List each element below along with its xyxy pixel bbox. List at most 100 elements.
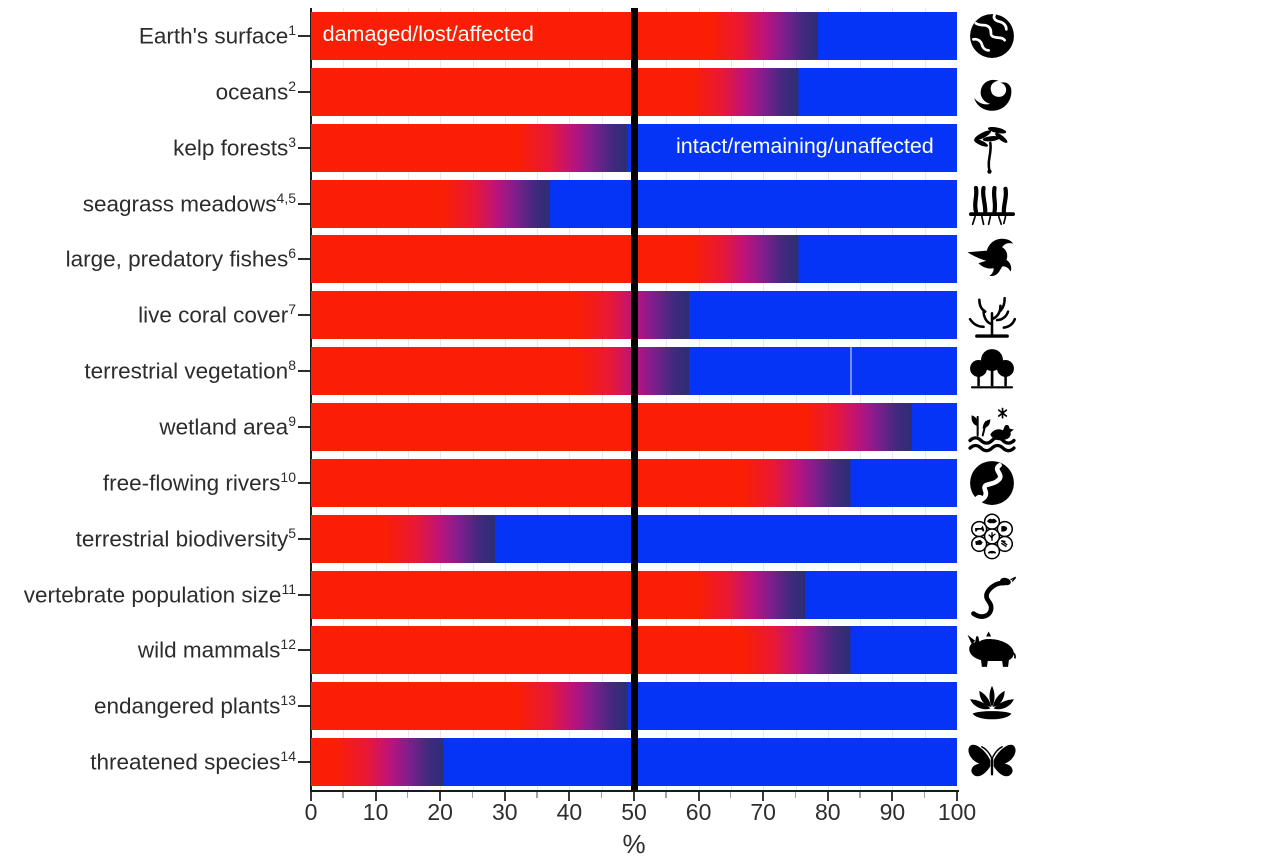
annotation-damaged: damaged/lost/affected [322, 21, 534, 46]
x-tick-label: 0 [304, 799, 318, 825]
y-tick [298, 537, 310, 540]
category-label-large-predatory-fishes: large, predatory fishes6 [65, 245, 296, 272]
y-tick [298, 761, 310, 764]
x-major-tick [374, 792, 377, 801]
gridline [504, 8, 506, 790]
footnote-ref: 3 [288, 133, 296, 150]
butterfly-icon [962, 735, 1022, 789]
kelp-icon [962, 121, 1022, 175]
marlin-icon [962, 232, 1022, 286]
footnote-ref: 10 [280, 468, 296, 485]
x-tick-label: 10 [362, 799, 389, 825]
footnote-ref: 14 [280, 748, 296, 765]
category-label-seagrass-meadows: seagrass meadows4,5 [82, 189, 296, 217]
plot-area: damaged/lost/affected intact/remaining/un… [311, 8, 957, 790]
x-minor-tick [729, 792, 732, 798]
y-tick [298, 481, 310, 484]
category-label-vertebrate-population-size: vertebrate population size11 [23, 580, 296, 608]
biodiversity-icon [962, 512, 1022, 566]
wave-icon [962, 65, 1022, 119]
gridline [763, 8, 765, 790]
gridline [666, 8, 668, 790]
x-minor-tick [471, 792, 473, 798]
category-label-terrestrial-biodiversity: terrestrial biodiversity5 [75, 524, 296, 552]
x-tick-label: 80 [815, 799, 841, 825]
rhino-icon [962, 623, 1022, 677]
x-tick-label: 90 [879, 799, 906, 825]
x-minor-tick [923, 792, 926, 798]
x-minor-tick [600, 792, 603, 798]
x-minor-tick [665, 792, 667, 798]
footnote-ref: 13 [280, 692, 296, 709]
y-tick [298, 649, 310, 652]
x-tick-label: 40 [556, 799, 583, 825]
x-tick-label: 30 [492, 799, 518, 825]
x-major-tick [697, 792, 700, 801]
gridline [601, 8, 603, 790]
snake-icon [962, 568, 1022, 622]
footnote-ref: 5 [288, 524, 296, 541]
footnote-ref: 2 [288, 77, 296, 94]
fifty-percent-reference-line [630, 8, 638, 790]
x-axis-line [310, 790, 959, 792]
wetland-icon [962, 400, 1022, 454]
coral-icon [962, 288, 1022, 342]
x-minor-tick [859, 792, 861, 798]
category-label-earth-s-surface: Earth's surface1 [138, 21, 296, 49]
y-tick [298, 90, 310, 93]
river-icon [962, 456, 1022, 510]
earth-icon [962, 9, 1022, 63]
category-label-terrestrial-vegetation: terrestrial vegetation8 [84, 357, 296, 384]
x-major-tick [891, 792, 894, 801]
gridline [569, 8, 571, 790]
footnote-ref: 11 [281, 580, 296, 597]
category-label-wetland-area: wetland area9 [159, 412, 296, 440]
x-major-tick [503, 792, 506, 801]
footnote-ref: 12 [280, 636, 296, 653]
x-axis-title: % [622, 829, 646, 859]
gridline [472, 8, 474, 790]
y-axis-line [310, 8, 312, 790]
y-tick [298, 370, 310, 373]
gridline [537, 8, 539, 790]
x-major-tick [826, 792, 829, 801]
footnote-ref: 9 [288, 412, 296, 429]
category-label-threatened-species: threatened species14 [90, 748, 296, 775]
y-tick [298, 705, 310, 708]
gridline [375, 8, 377, 790]
x-major-tick [568, 792, 571, 801]
y-tick [298, 202, 310, 205]
footnote-ref: 7 [288, 301, 296, 318]
category-label-oceans: oceans2 [215, 77, 296, 105]
x-minor-tick [794, 792, 796, 798]
x-major-tick [439, 792, 442, 801]
x-major-tick [956, 792, 958, 801]
gridline [407, 8, 409, 790]
x-minor-tick [342, 792, 344, 798]
x-tick-label: 20 [427, 799, 453, 825]
category-label-live-coral-cover: live coral cover7 [138, 301, 296, 328]
category-label-wild-mammals: wild mammals12 [137, 636, 296, 663]
gridline [860, 8, 862, 790]
trees-icon [962, 344, 1022, 398]
x-major-tick [633, 792, 635, 801]
x-tick-label: 50 [621, 799, 647, 825]
y-tick [298, 146, 310, 149]
annotation-intact: intact/remaining/unaffected [675, 133, 934, 158]
gridline [440, 8, 442, 790]
footnote-ref: 4,5 [276, 189, 296, 206]
y-tick [298, 258, 310, 261]
gridline [343, 8, 345, 790]
footnote-ref: 1 [288, 21, 296, 38]
lotus-icon [962, 679, 1022, 733]
gridline [892, 8, 894, 790]
category-label-kelp-forests: kelp forests3 [173, 133, 296, 161]
footnote-ref: 6 [288, 245, 296, 262]
y-tick [298, 34, 310, 37]
bar-seam [850, 347, 853, 396]
seagrass-icon [962, 177, 1022, 231]
x-minor-tick [406, 792, 409, 798]
x-tick-label: 70 [750, 799, 776, 825]
gridline [698, 8, 700, 790]
